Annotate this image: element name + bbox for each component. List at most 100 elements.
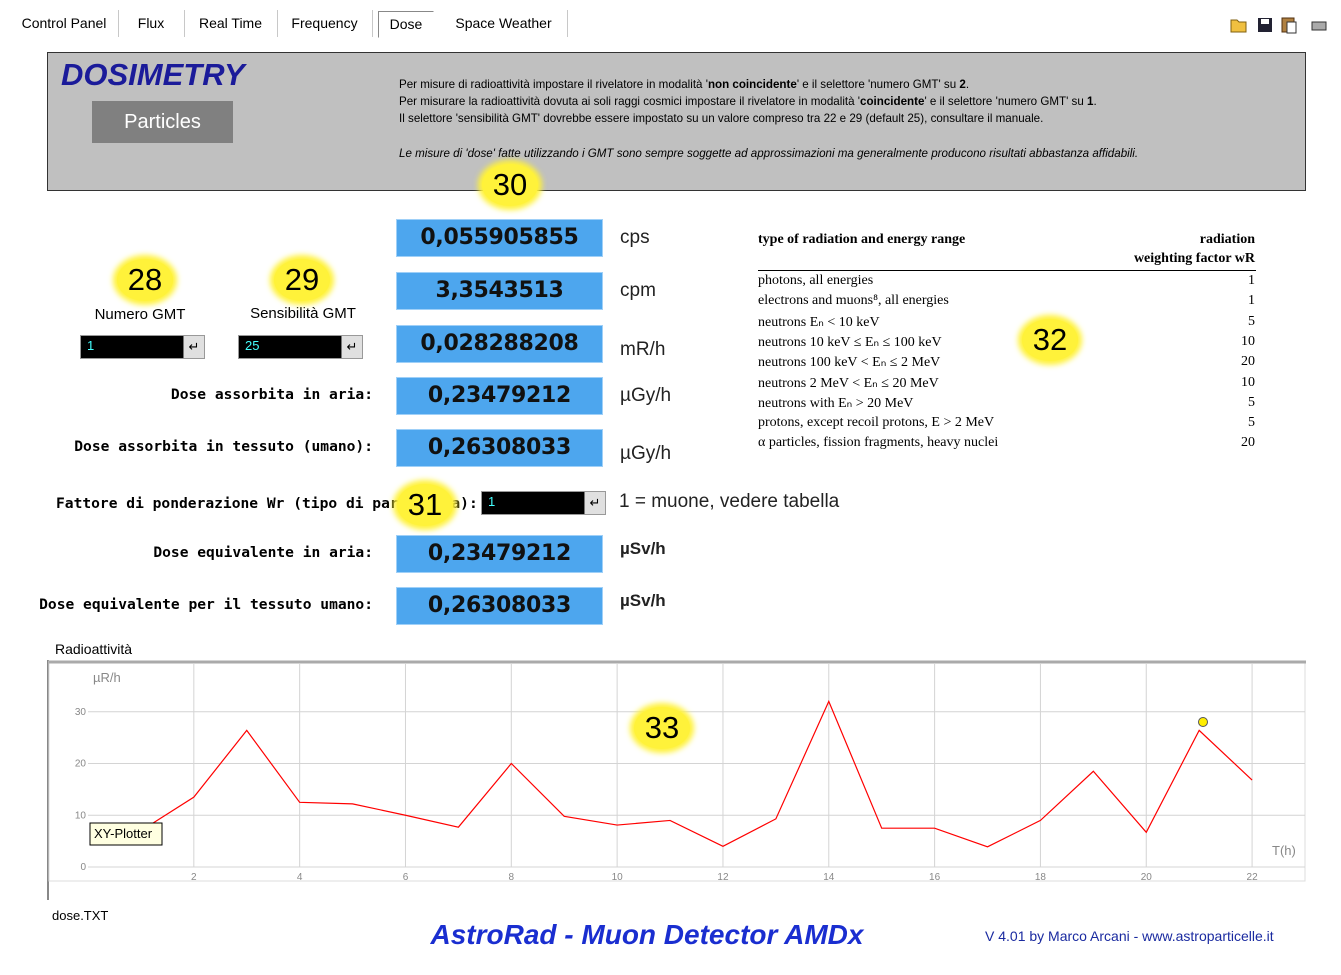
info-line: Per misurare la radioattività dovuta ai … — [399, 95, 1097, 108]
callout-badge: 30 — [482, 164, 538, 206]
reading-label: Dose assorbita in aria: — [170, 386, 373, 403]
particles-button[interactable]: Particles — [92, 101, 233, 143]
reading-value: 0,26308033 — [396, 429, 603, 467]
x-tick-label: 20 — [1141, 872, 1153, 883]
input-value: 1 — [87, 338, 95, 353]
print-icon[interactable] — [1311, 21, 1327, 31]
enter-button[interactable]: ↵ — [341, 336, 362, 358]
x-tick-label: 12 — [717, 872, 729, 883]
data-line — [140, 699, 1253, 848]
reading-value: 0,23479212 — [396, 535, 603, 573]
reading-unit: cps — [620, 227, 650, 248]
table-cell: neutrons Eₙ < 10 keV — [758, 314, 880, 330]
reading-unit: µSv/h — [620, 591, 666, 610]
tab[interactable]: Control Panel — [10, 10, 119, 37]
tooltip-box — [89, 822, 163, 846]
table-cell: 5 — [1248, 394, 1255, 410]
table-cell: 10 — [1241, 374, 1255, 390]
table-cell: 1 — [1248, 293, 1255, 309]
tab[interactable]: Flux — [118, 10, 185, 37]
table-cell: electrons and muons⁸, all energies — [758, 293, 949, 309]
reading-value: 0,26308033 — [396, 587, 603, 625]
tab[interactable]: Space Weather — [440, 10, 568, 37]
y-tick-label: 20 — [75, 759, 87, 770]
info-line: Il selettore 'sensibilità GMT' dovrebbe … — [399, 112, 1043, 125]
reading-value: 3,3543513 — [396, 272, 603, 310]
info-panel: DOSIMETRY Particles Le misure di 'dose' … — [47, 52, 1306, 191]
callout-badge: 29 — [274, 259, 330, 301]
x-tick-label: 14 — [823, 872, 835, 883]
toolbar-icons — [1230, 17, 1327, 34]
table-cell: 20 — [1241, 354, 1255, 370]
info-line: Per misure di radioattività impostare il… — [399, 78, 969, 91]
x-tick-label: 4 — [297, 872, 303, 883]
tab[interactable]: Real Time — [184, 10, 278, 37]
x-tick-label: 18 — [1035, 872, 1047, 883]
reading-unit: µGy/h — [620, 385, 672, 406]
info-text: ' e il selettore 'numero GMT' su — [924, 95, 1088, 108]
x-tick-label: 8 — [509, 872, 515, 883]
weighting-note: 1 = muone, vedere tabella — [619, 491, 840, 512]
y-tick-label: 0 — [80, 862, 86, 873]
table-cell: α particles, fission fragments, heavy nu… — [758, 435, 999, 451]
table-cell: 5 — [1248, 313, 1255, 329]
table-cell: neutrons with Eₙ > 20 MeV — [758, 395, 914, 411]
reading-unit: µSv/h — [620, 539, 666, 558]
input-value: 1 — [488, 494, 496, 509]
sens-gmt-input[interactable]: 25 ↵ — [238, 335, 363, 359]
file-name: dose.TXT — [52, 908, 109, 923]
reading-unit: µGy/h — [620, 443, 672, 464]
y-tick-label: 30 — [75, 707, 87, 718]
reading-label: Dose equivalente in aria: — [153, 544, 373, 561]
y-tick-label: 10 — [75, 810, 87, 821]
x-axis-label: T(h) — [1272, 843, 1296, 858]
callout-badge: 32 — [1022, 319, 1078, 361]
reading-value: 0,23479212 — [396, 377, 603, 415]
info-text: 2 — [959, 78, 966, 91]
tab[interactable]: Frequency — [277, 10, 373, 37]
paste-icon[interactable] — [1281, 17, 1297, 34]
table-cell: neutrons 100 keV < Eₙ ≤ 2 MeV — [758, 355, 941, 371]
weighting-label: Fattore di ponderazione Wr (tipo di part… — [56, 495, 478, 512]
x-tick-label: 6 — [403, 872, 409, 883]
table-cell: 5 — [1248, 415, 1255, 431]
table-cell: neutrons 2 MeV < Eₙ ≤ 20 MeV — [758, 375, 939, 391]
table-cell: neutrons 10 keV ≤ Eₙ ≤ 100 keV — [758, 334, 942, 350]
table-rule — [758, 270, 1256, 271]
info-text: 1 — [1087, 95, 1094, 108]
table-cell: 20 — [1241, 435, 1255, 451]
weighting-input[interactable]: 1 ↵ — [481, 491, 606, 515]
plot-area — [48, 660, 1306, 882]
reading-unit: cpm — [620, 280, 656, 301]
enter-button[interactable]: ↵ — [183, 336, 204, 358]
x-tick-label: 16 — [929, 872, 941, 883]
reading-unit: mR/h — [620, 339, 666, 360]
info-text: . — [965, 78, 970, 91]
x-tick-label: 22 — [1247, 872, 1259, 883]
table-cell: photons, all energies — [758, 273, 874, 288]
table-cell: 1 — [1248, 273, 1255, 288]
panel-title: DOSIMETRY — [61, 57, 245, 92]
save-icon[interactable] — [1258, 18, 1272, 32]
callout-badge: 28 — [117, 259, 173, 301]
info-text: coincidente — [860, 95, 925, 108]
table-factor-header: radiation — [1199, 232, 1255, 247]
chart-title: Radioattività — [55, 641, 132, 657]
numero-gmt-input[interactable]: 1 ↵ — [80, 335, 205, 359]
x-tick-label: 10 — [612, 872, 624, 883]
info-text: Per misure di radioattività impostare il… — [399, 78, 708, 91]
tooltip: XY-Plotter — [94, 826, 153, 841]
info-text: ' e il selettore 'numero GMT' su — [796, 78, 960, 91]
enter-button[interactable]: ↵ — [584, 492, 605, 514]
cursor-marker — [1198, 717, 1208, 727]
callout-badge: 31 — [397, 484, 453, 526]
callout-badge: 33 — [634, 707, 690, 749]
open-icon[interactable] — [1230, 19, 1247, 33]
info-text: . — [1093, 95, 1097, 108]
sens-gmt-label: Sensibilità GMT — [250, 305, 356, 322]
tab[interactable]: Dose — [378, 11, 434, 38]
y-axis-label: µR/h — [93, 670, 121, 685]
footer-version: V 4.01 by Marco Arcani - www.astropartic… — [985, 928, 1274, 944]
info-text: Il selettore 'sensibilità GMT' dovrebbe … — [399, 112, 1044, 125]
